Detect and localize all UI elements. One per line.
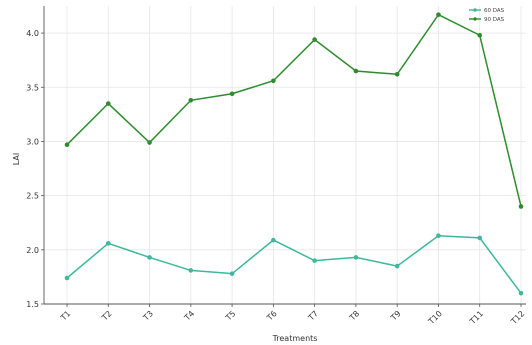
data-point	[312, 37, 317, 42]
data-point	[394, 263, 400, 269]
data-point	[64, 275, 70, 281]
x-axis-label: Treatments	[272, 334, 318, 343]
data-point	[188, 97, 194, 103]
legend-swatch-marker	[473, 17, 477, 21]
x-tick-label: T3	[141, 309, 155, 323]
data-point	[518, 290, 524, 296]
x-tick-label: T4	[182, 309, 196, 323]
y-tick-label: 2.5	[26, 192, 39, 201]
grid	[44, 6, 526, 305]
data-point	[188, 268, 194, 273]
x-tick-label: T6	[265, 309, 279, 323]
y-tick-label: 3.5	[26, 83, 39, 92]
series-60-das	[64, 233, 524, 296]
x-tick-label: T8	[347, 309, 361, 323]
x-tick-label: T7	[306, 309, 320, 323]
tick-labels: 1.5 2.0 2.5 3.0 3.5 4.0 T1 T2 T3 T4 T5 T6 T7 T8 T9 T10 T…	[26, 29, 526, 327]
data-point	[436, 233, 441, 239]
legend-swatch-marker	[473, 8, 477, 12]
data-point	[477, 32, 483, 38]
legend-label: 60 DAS	[484, 8, 505, 14]
data-point	[147, 140, 152, 145]
data-point	[353, 255, 359, 260]
data-point	[229, 271, 235, 276]
data-point	[436, 12, 441, 17]
y-axis-label: LAI	[12, 153, 21, 165]
data-point	[518, 204, 524, 209]
legend-label: 90 DAS	[484, 17, 505, 23]
y-tick-label: 4.0	[26, 29, 39, 38]
data-point	[312, 258, 317, 263]
x-tick-label: T10	[426, 309, 444, 327]
data-point	[271, 237, 276, 243]
x-tick-label: T5	[223, 309, 237, 323]
x-tick-label: T2	[100, 309, 114, 323]
y-tick-label: 1.5	[26, 300, 39, 309]
x-tick-label: T11	[467, 309, 485, 327]
legend-item: 90 DAS	[469, 17, 505, 23]
data-point	[105, 101, 111, 106]
data-point	[229, 91, 235, 97]
x-tick-label: T1	[58, 309, 72, 323]
data-point	[105, 241, 111, 246]
x-tick-label: T12	[509, 309, 527, 327]
y-tick-label: 3.0	[26, 137, 39, 146]
data-point	[64, 142, 70, 148]
series-line	[66, 13, 522, 207]
series-90-das	[64, 12, 524, 209]
data-point	[271, 78, 276, 84]
data-point	[353, 68, 359, 74]
data-point	[394, 71, 400, 77]
series-group	[64, 12, 524, 296]
y-tick-label: 2.0	[26, 246, 39, 255]
data-point	[147, 255, 152, 260]
data-point	[477, 235, 483, 241]
x-tick-label: T9	[388, 309, 402, 323]
legend-item: 60 DAS	[469, 8, 505, 14]
series-line	[66, 234, 522, 294]
axes	[41, 6, 526, 307]
legend: 60 DAS 90 DAS	[469, 8, 505, 23]
